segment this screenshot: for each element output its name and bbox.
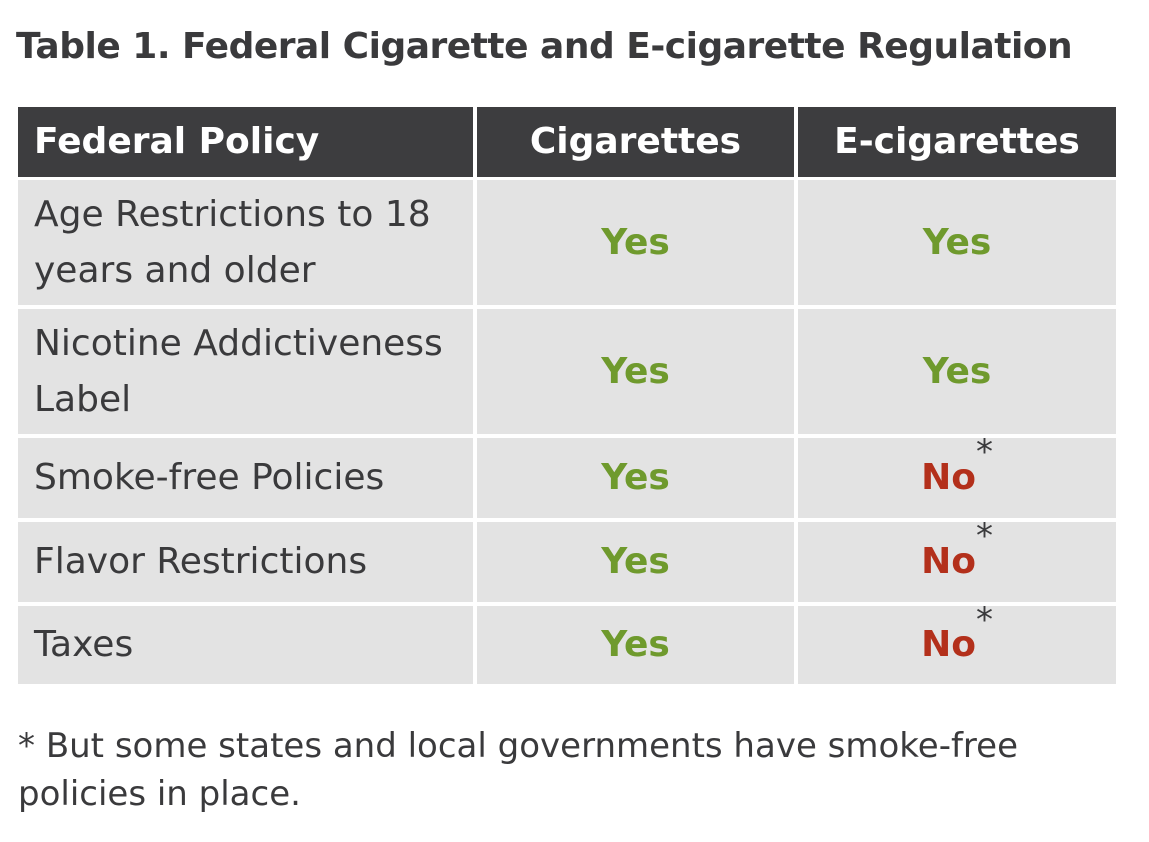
footnote-text: But some states and local governments ha… (18, 726, 1018, 814)
table-cell: Yes (477, 309, 794, 434)
note-mark: * (975, 516, 993, 556)
table-cell: Yes (477, 522, 794, 602)
table-cell: Nicotine Addictiveness Label (18, 309, 473, 434)
status-text: Yes (601, 221, 670, 263)
status-text: Yes (922, 350, 992, 392)
table-title: Table 1. Federal Cigarette and E-cigaret… (16, 26, 1073, 67)
status-text: No (921, 457, 976, 498)
table-cell: Yes (477, 438, 794, 518)
status-text: Yes (601, 541, 670, 582)
table-cell: Age Restrictions to 18 years and older (18, 180, 473, 305)
status-text: No (921, 624, 976, 665)
table-cell: Yes (798, 309, 1116, 434)
status-text: Yes (601, 350, 670, 392)
row-label: Age Restrictions to 18 years and older (34, 193, 431, 291)
row-label: Nicotine Addictiveness Label (34, 322, 443, 420)
table-cell: Taxes (18, 606, 473, 684)
status-text: No (921, 541, 976, 582)
table-cell: Flavor Restrictions (18, 522, 473, 602)
footnote-mark: * (18, 726, 35, 766)
table-cell: Yes (798, 180, 1116, 305)
header-cell: Cigarettes (477, 107, 794, 177)
table-cell: Yes (477, 606, 794, 684)
row-label: Taxes (34, 624, 134, 665)
table-cell: No * (798, 432, 1116, 518)
table-cell: Smoke-free Policies (18, 438, 473, 518)
table-cell: No * (798, 516, 1116, 602)
status-text: Yes (601, 457, 670, 498)
row-label: Flavor Restrictions (34, 541, 368, 582)
table-cell: Yes (477, 180, 794, 305)
table-cell: No * (798, 600, 1116, 684)
note-mark: * (975, 432, 993, 472)
status-text: Yes (922, 221, 992, 263)
row-label: Smoke-free Policies (34, 457, 385, 498)
header-cell: Federal Policy (18, 107, 473, 177)
header-cell: E-cigarettes (798, 107, 1116, 177)
status-text: Yes (601, 624, 670, 665)
footnote: * But some states and local governments … (18, 722, 1098, 818)
note-mark: * (975, 600, 993, 640)
